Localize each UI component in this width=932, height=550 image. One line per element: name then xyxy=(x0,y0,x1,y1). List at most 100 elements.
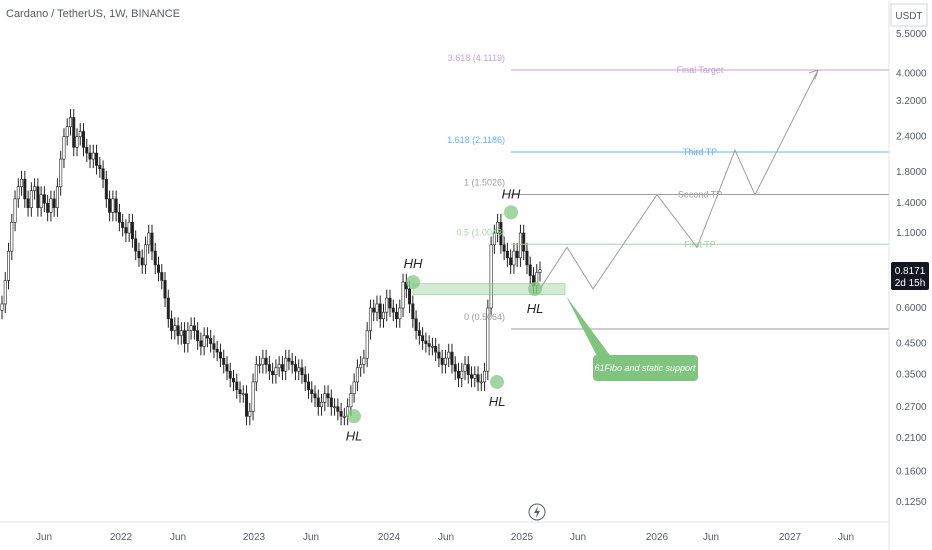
candle xyxy=(7,242,11,290)
candle xyxy=(170,310,174,340)
candle xyxy=(104,170,108,208)
candle-body xyxy=(336,406,340,412)
candle xyxy=(496,213,500,243)
candle-body xyxy=(492,232,496,246)
candle-body xyxy=(470,374,474,379)
candle-body xyxy=(228,370,232,379)
candle-body xyxy=(55,186,59,209)
candle-body xyxy=(466,364,470,375)
candle-body xyxy=(505,250,509,259)
x-tick-label: 2027 xyxy=(779,532,802,543)
candle-body xyxy=(479,381,483,384)
candle xyxy=(157,256,161,282)
candle xyxy=(179,322,183,345)
candle xyxy=(85,138,89,163)
candle-body xyxy=(509,257,513,266)
candle xyxy=(192,317,196,340)
candle xyxy=(303,366,307,391)
candle xyxy=(385,289,389,322)
candle-body xyxy=(186,330,190,344)
candle xyxy=(3,272,7,313)
candle xyxy=(525,242,529,274)
candle-body xyxy=(95,152,99,166)
x-tick-label: Jun xyxy=(36,532,52,543)
candle-body xyxy=(398,307,402,320)
candle xyxy=(466,356,470,384)
candle-body xyxy=(359,364,363,369)
y-tick-label: 1.4000 xyxy=(896,198,927,209)
candle-body xyxy=(157,264,161,273)
candle-body xyxy=(320,401,324,408)
candle-body xyxy=(68,117,72,127)
candle xyxy=(108,190,112,222)
candle xyxy=(248,403,252,426)
candle-body xyxy=(16,186,20,200)
candle xyxy=(202,327,206,356)
candle-body xyxy=(395,311,399,320)
candle-body xyxy=(65,126,69,137)
candle xyxy=(36,178,40,217)
lightning-icon[interactable] xyxy=(528,503,546,521)
candle xyxy=(453,356,457,381)
candle xyxy=(111,190,115,222)
candle-body xyxy=(417,330,421,336)
pivot-marker xyxy=(490,374,504,389)
currency-label: USDT xyxy=(895,11,922,22)
candle xyxy=(143,236,147,274)
candle xyxy=(98,157,102,178)
x-tick-label: Jun xyxy=(703,532,719,543)
candle xyxy=(20,170,24,196)
candle-body xyxy=(235,381,239,390)
candle xyxy=(23,170,27,208)
candle-body xyxy=(310,389,314,395)
candle-body xyxy=(218,351,222,359)
currency-button[interactable] xyxy=(890,3,928,27)
candle-body xyxy=(300,367,304,375)
candle xyxy=(378,295,382,328)
callout-pointer xyxy=(566,296,612,358)
projection-path xyxy=(539,69,819,290)
candle-body xyxy=(202,335,206,347)
candle xyxy=(368,299,372,340)
candle xyxy=(65,118,69,146)
candle xyxy=(427,335,431,356)
candle-body xyxy=(222,357,226,365)
candle xyxy=(470,366,474,388)
x-tick-label: Jun xyxy=(570,532,586,543)
candle xyxy=(232,369,236,391)
candle-body xyxy=(192,325,196,331)
y-tick-label: 2.4000 xyxy=(896,132,927,143)
candle-body xyxy=(316,397,320,408)
candle xyxy=(280,356,284,381)
callout-box xyxy=(593,355,698,381)
pivot-marker xyxy=(528,281,542,296)
candle-body xyxy=(101,168,105,180)
candle-body xyxy=(49,198,53,213)
candle-body xyxy=(261,357,265,365)
fib-layer: 3.618 (4.1119) Final Target 1.618 (2.1186)… xyxy=(412,53,889,330)
candle-body xyxy=(134,238,138,252)
candle-body xyxy=(127,221,131,234)
candle xyxy=(254,356,258,391)
candle-body xyxy=(456,370,460,379)
candle-body xyxy=(254,364,258,383)
candle-body xyxy=(391,307,395,313)
candle xyxy=(264,349,268,374)
candle-body xyxy=(264,357,268,365)
candle xyxy=(150,224,154,261)
candle xyxy=(401,273,405,317)
y-tick-label: 0.1250 xyxy=(896,497,927,508)
candle-body xyxy=(29,190,33,209)
candle-body xyxy=(427,343,431,347)
candle xyxy=(0,295,4,320)
candle xyxy=(62,128,66,169)
candle-body xyxy=(196,330,200,342)
candle xyxy=(166,289,170,328)
candle xyxy=(46,194,50,222)
candle xyxy=(101,160,105,189)
candle xyxy=(114,190,118,222)
candle-body xyxy=(447,351,451,359)
pivot-marker xyxy=(347,409,361,424)
candle xyxy=(456,362,460,388)
